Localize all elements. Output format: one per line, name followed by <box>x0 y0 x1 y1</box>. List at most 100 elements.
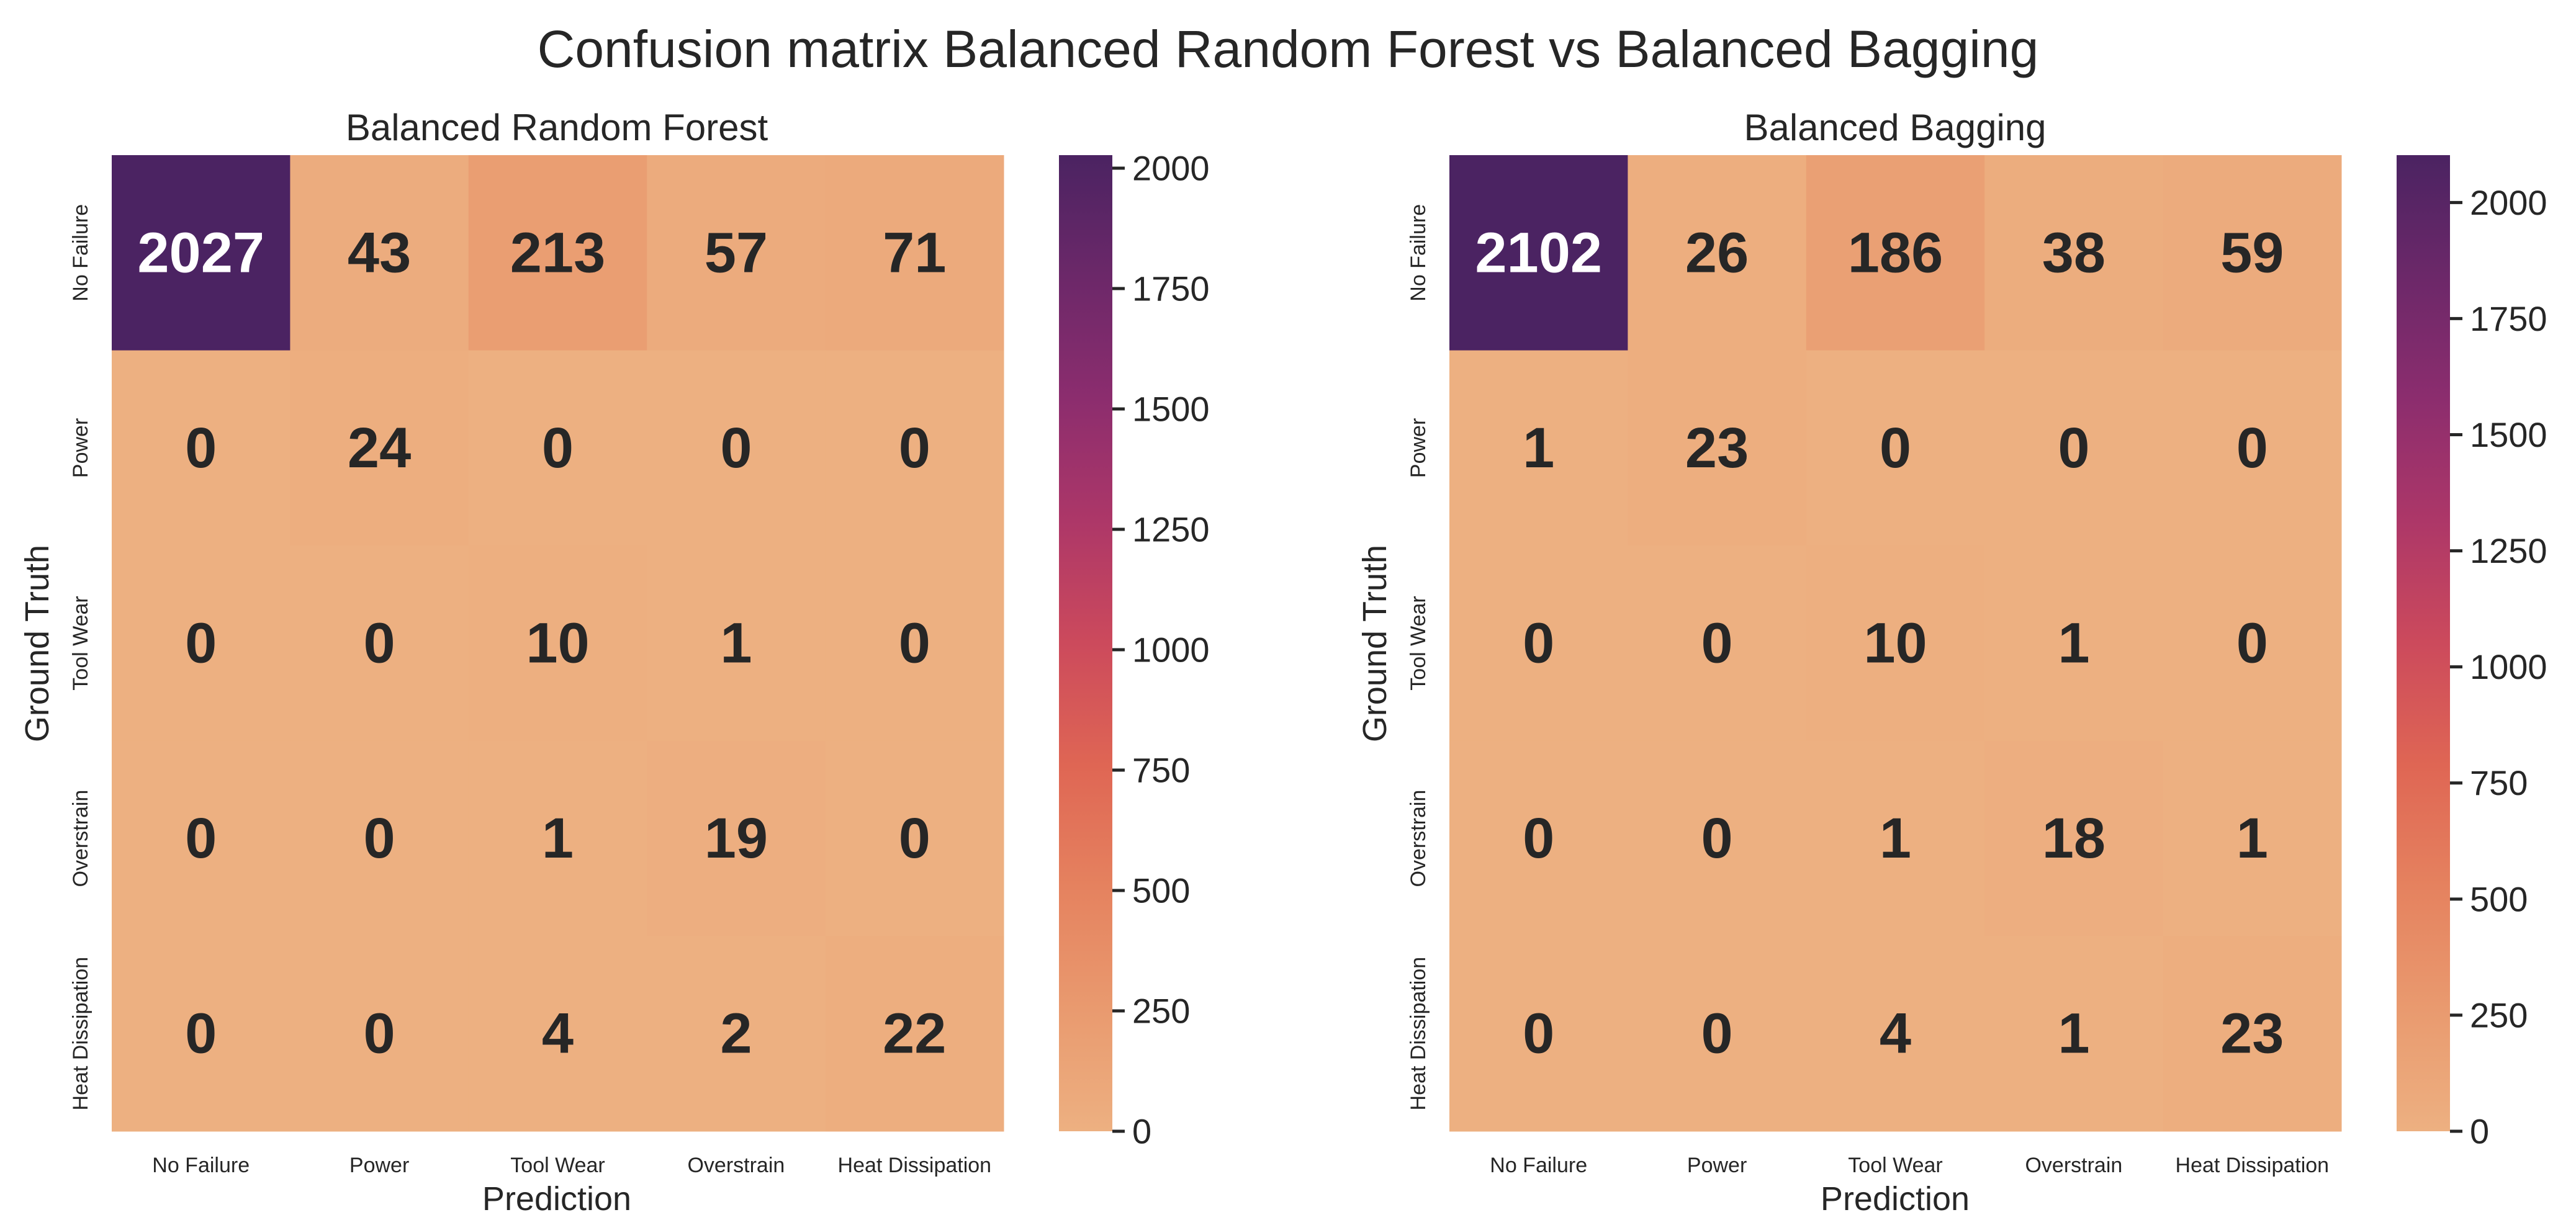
panel-title: Balanced Bagging <box>1744 107 2046 148</box>
cell-value-label: 0 <box>2058 416 2089 480</box>
heatmap-cell <box>825 155 1004 351</box>
cell-value-label: 4 <box>542 1002 574 1065</box>
cell-value-label: 0 <box>1701 612 1733 675</box>
colorbar-tick-label: 250 <box>1132 991 1190 1030</box>
cell-value-label: 2 <box>720 1002 752 1065</box>
cell-value-label: 0 <box>2236 416 2268 480</box>
cell-value-label: 1 <box>720 612 752 675</box>
cell-value-label: 43 <box>348 221 411 284</box>
heatmap-cell <box>1449 936 1628 1132</box>
y-tick-power: Power <box>1407 418 1430 478</box>
colorbar <box>2397 155 2450 1131</box>
x-axis-label: Prediction <box>1821 1180 1970 1218</box>
colorbar-tick-label: 2000 <box>2470 183 2547 222</box>
x-tick-power: Power <box>1687 1154 1747 1177</box>
cell-value-label: 0 <box>2236 612 2268 675</box>
heatmap-cell <box>2163 740 2342 936</box>
cell-value-label: 1 <box>2058 1002 2089 1065</box>
y-axis-label: Ground Truth <box>1356 545 1394 742</box>
cell-value-label: 59 <box>2220 221 2284 284</box>
cell-value-label: 2102 <box>1475 221 1602 284</box>
panel-title: Balanced Random Forest <box>346 107 768 148</box>
x-tick-no-failure: No Failure <box>1490 1154 1587 1177</box>
heatmap-cell <box>1984 350 2164 546</box>
cell-value-label: 0 <box>364 1002 395 1065</box>
cell-value-label: 0 <box>542 416 574 480</box>
x-tick-no-failure: No Failure <box>152 1154 250 1177</box>
heatmap-cell <box>1806 936 1985 1132</box>
y-tick-tool-wear: Tool Wear <box>69 596 92 690</box>
heatmap-cell <box>825 350 1004 546</box>
cell-value-label: 0 <box>185 612 217 675</box>
cell-value-label: 24 <box>348 416 411 480</box>
cell-value-label: 0 <box>185 416 217 480</box>
heatmap-cell <box>647 740 826 936</box>
cell-value-label: 1 <box>542 807 574 870</box>
heatmap-cell <box>1984 545 2164 742</box>
heatmap-cell <box>1449 155 1628 351</box>
cell-value-label: 0 <box>185 807 217 870</box>
heatmap-cells: 2102 26 186 38 591 23 0 0 00 0 10 1 00 0 1 18 10 0 4 1 23 <box>1449 155 2342 1132</box>
heatmap-cell <box>290 545 469 742</box>
cell-value-label: 2027 <box>137 221 264 284</box>
cell-value-label: 0 <box>1701 1002 1733 1065</box>
colorbar-tick-label: 1250 <box>1132 509 1210 549</box>
cell-value-label: 1 <box>2058 612 2089 675</box>
heatmap-cell <box>1449 740 1628 936</box>
x-axis-label: Prediction <box>482 1180 631 1218</box>
heatmap-cell <box>825 936 1004 1132</box>
colorbar-ticks: 0 250 500 750 1000 1250 1500 1750 2000 <box>2450 183 2547 1151</box>
heatmap-cell <box>468 545 647 742</box>
y-tick-overstrain: Overstrain <box>69 790 92 887</box>
cell-value-label: 186 <box>1848 221 1943 284</box>
y-tick-no-failure: No Failure <box>69 204 92 302</box>
x-tick-heat-dissipation: Heat Dissipation <box>2176 1154 2330 1177</box>
colorbar-tick-label: 1250 <box>2470 531 2547 570</box>
colorbar-tick-label: 1000 <box>1132 630 1210 669</box>
x-tick-power: Power <box>349 1154 409 1177</box>
x-tick-overstrain: Overstrain <box>2025 1154 2122 1177</box>
y-axis-label: Ground Truth <box>19 545 56 742</box>
y-tick-heat-dissipation: Heat Dissipation <box>1407 957 1430 1111</box>
cell-value-label: 1 <box>1523 416 1554 480</box>
heatmap-cell <box>2163 350 2342 546</box>
x-tick-overstrain: Overstrain <box>687 1154 785 1177</box>
colorbar-tick-label: 500 <box>1132 871 1190 910</box>
heatmap-cell <box>1984 936 2164 1132</box>
cell-value-label: 1 <box>1880 807 1911 870</box>
heatmap-cell <box>290 350 469 546</box>
heatmap-cells: 2027 43 213 57 710 24 0 0 00 0 10 1 00 0 1 19 00 0 4 2 22 <box>112 155 1004 1132</box>
cell-value-label: 0 <box>1523 1002 1554 1065</box>
cell-value-label: 0 <box>899 416 930 480</box>
heatmap-cell <box>290 936 469 1132</box>
colorbar <box>1059 155 1112 1131</box>
heatmap-cell <box>290 155 469 351</box>
heatmap-cell <box>1628 936 1807 1132</box>
heatmap-cell <box>468 740 647 936</box>
colorbar-tick-label: 0 <box>1132 1112 1151 1151</box>
heatmap-cell <box>112 936 290 1132</box>
heatmap-cell <box>468 155 647 351</box>
cell-value-label: 1 <box>2236 807 2268 870</box>
colorbar-tick-label: 1500 <box>2470 415 2547 454</box>
y-tick-labels: No Failure Power Tool Wear Overstrain Heat D… <box>69 204 92 1111</box>
heatmap-cell <box>2163 155 2342 351</box>
colorbar-tick-label: 1750 <box>1132 269 1210 308</box>
y-tick-tool-wear: Tool Wear <box>1407 596 1430 690</box>
heatmap-panel-balanced-random-forest: Balanced Random Forest Prediction Ground… <box>19 107 1210 1218</box>
colorbar-tick-label: 500 <box>2470 879 2528 918</box>
colorbar-tick-label: 250 <box>2470 995 2528 1034</box>
colorbar-ticks: 0 250 500 750 1000 1250 1500 1750 2000 <box>1112 148 1210 1151</box>
heatmap-cell <box>1806 740 1985 936</box>
cell-value-label: 213 <box>510 221 606 284</box>
y-tick-overstrain: Overstrain <box>1407 790 1430 887</box>
cell-value-label: 23 <box>2220 1002 2284 1065</box>
heatmap-cell <box>1449 545 1628 742</box>
cell-value-label: 57 <box>705 221 768 284</box>
heatmap-cell <box>647 545 826 742</box>
heatmap-cell <box>112 155 290 351</box>
x-tick-labels: No Failure Power Tool Wear Overstrain Heat D… <box>152 1154 991 1177</box>
colorbar-tick-label: 750 <box>2470 763 2528 802</box>
cell-value-label: 10 <box>526 612 589 675</box>
figure-title: Confusion matrix Balanced Random Forest … <box>538 20 2039 78</box>
